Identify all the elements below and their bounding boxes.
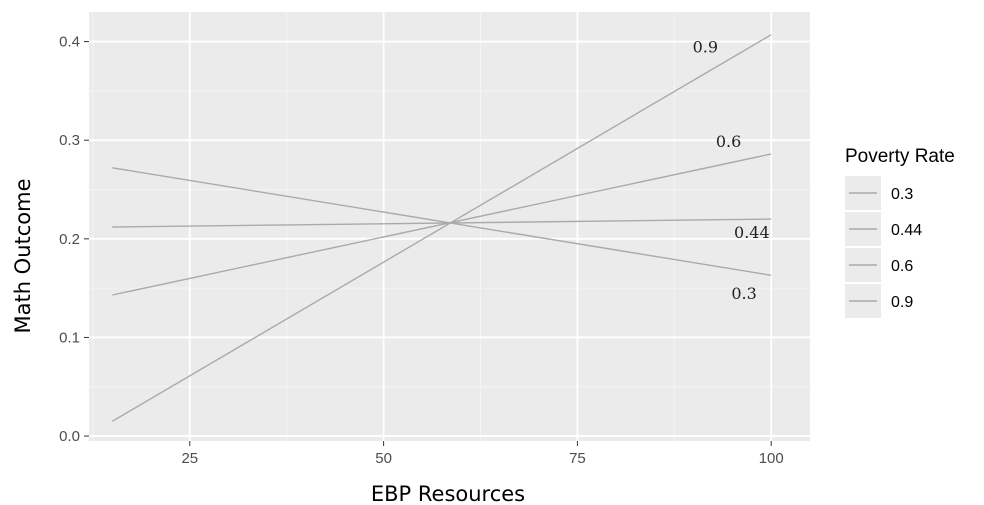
axis-ticks: 0.0 0.1 0.2 0.3 0.4 25 50 75 100 xyxy=(59,34,784,467)
y-tick-label: 0.0 xyxy=(59,428,80,445)
line-label-0-44: 0.44 xyxy=(734,223,770,242)
y-tick-label: 0.2 xyxy=(59,231,80,248)
legend-title: Poverty Rate xyxy=(845,146,955,167)
y-tick-label: 0.1 xyxy=(59,329,80,346)
series-line-0-3 xyxy=(112,167,772,276)
line-label-0-3: 0.3 xyxy=(731,284,756,303)
y-tick-label: 0.4 xyxy=(59,34,80,51)
legend-entry-label: 0.6 xyxy=(891,258,913,275)
legend: Poverty Rate 0.3 0.44 0.6 0.9 xyxy=(845,146,955,318)
series-lines xyxy=(111,34,772,422)
series-line-0-9 xyxy=(111,34,772,422)
series-line-0-6 xyxy=(112,153,772,296)
line-labels: 0.3 0.44 0.6 0.9 xyxy=(693,37,770,303)
legend-entry-label: 0.44 xyxy=(891,222,922,239)
legend-entry-label: 0.9 xyxy=(891,294,913,311)
legend-keys: 0.3 0.44 0.6 0.9 xyxy=(845,176,922,318)
x-tick-label: 75 xyxy=(569,450,586,467)
x-tick-label: 25 xyxy=(181,450,198,467)
line-label-0-6: 0.6 xyxy=(716,132,741,151)
legend-entry-label: 0.3 xyxy=(891,186,913,203)
x-tick-label: 50 xyxy=(375,450,392,467)
y-axis-title: Math Outcome xyxy=(11,178,35,333)
x-axis-title: EBP Resources xyxy=(371,482,525,505)
x-tick-label: 100 xyxy=(759,450,784,467)
series-line-0-44 xyxy=(112,218,772,228)
y-tick-label: 0.3 xyxy=(59,132,80,149)
line-label-0-9: 0.9 xyxy=(693,37,718,56)
